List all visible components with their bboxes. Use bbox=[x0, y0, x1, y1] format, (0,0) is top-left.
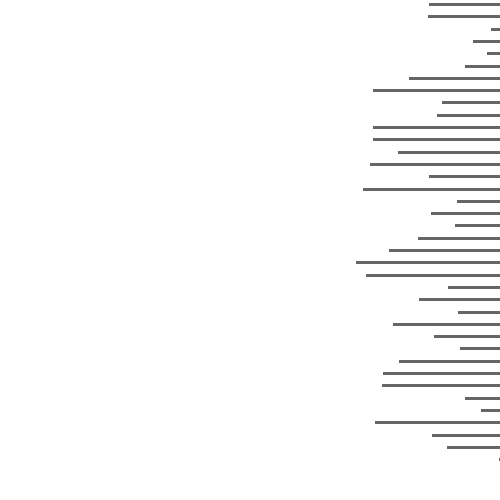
horizontal-bar bbox=[429, 3, 500, 6]
horizontal-bar bbox=[431, 212, 500, 216]
horizontal-bar bbox=[363, 187, 500, 191]
horizontal-bar bbox=[370, 162, 500, 166]
horizontal-bar bbox=[375, 421, 500, 425]
horizontal-bar bbox=[373, 89, 500, 93]
horizontal-bar bbox=[409, 76, 500, 80]
horizontal-bar bbox=[432, 433, 500, 437]
horizontal-bar bbox=[389, 249, 500, 252]
horizontal-bar bbox=[383, 372, 500, 375]
horizontal-bar bbox=[356, 261, 500, 265]
horizontal-bar bbox=[393, 322, 500, 326]
horizontal-bar bbox=[465, 396, 500, 400]
horizontal-bar bbox=[448, 285, 500, 289]
horizontal-bar bbox=[458, 310, 500, 314]
horizontal-bar bbox=[398, 150, 500, 154]
horizontal-bar bbox=[373, 138, 500, 142]
horizontal-bar bbox=[428, 15, 500, 19]
horizontal-bar bbox=[366, 273, 500, 277]
horizontal-bar bbox=[460, 347, 500, 351]
horizontal-bar bbox=[418, 236, 500, 240]
horizontal-bar bbox=[437, 113, 500, 117]
horizontal-bar bbox=[457, 199, 500, 203]
horizontal-bar bbox=[473, 39, 500, 43]
horizontal-bar bbox=[429, 175, 500, 179]
horizontal-bar bbox=[455, 224, 500, 228]
horizontal-bar bbox=[442, 101, 500, 105]
horizontal-bar bbox=[419, 298, 500, 302]
horizontal-bar bbox=[465, 64, 500, 68]
horizontal-bar bbox=[399, 359, 500, 363]
horizontal-bar bbox=[487, 52, 500, 56]
horizontal-bar bbox=[382, 384, 500, 388]
horizontal-bar bbox=[491, 27, 500, 31]
horizontal-bar bbox=[481, 408, 500, 412]
horizontal-bar bbox=[373, 126, 500, 129]
horizontal-bar bbox=[447, 445, 500, 449]
horizontal-bar bbox=[434, 335, 500, 339]
